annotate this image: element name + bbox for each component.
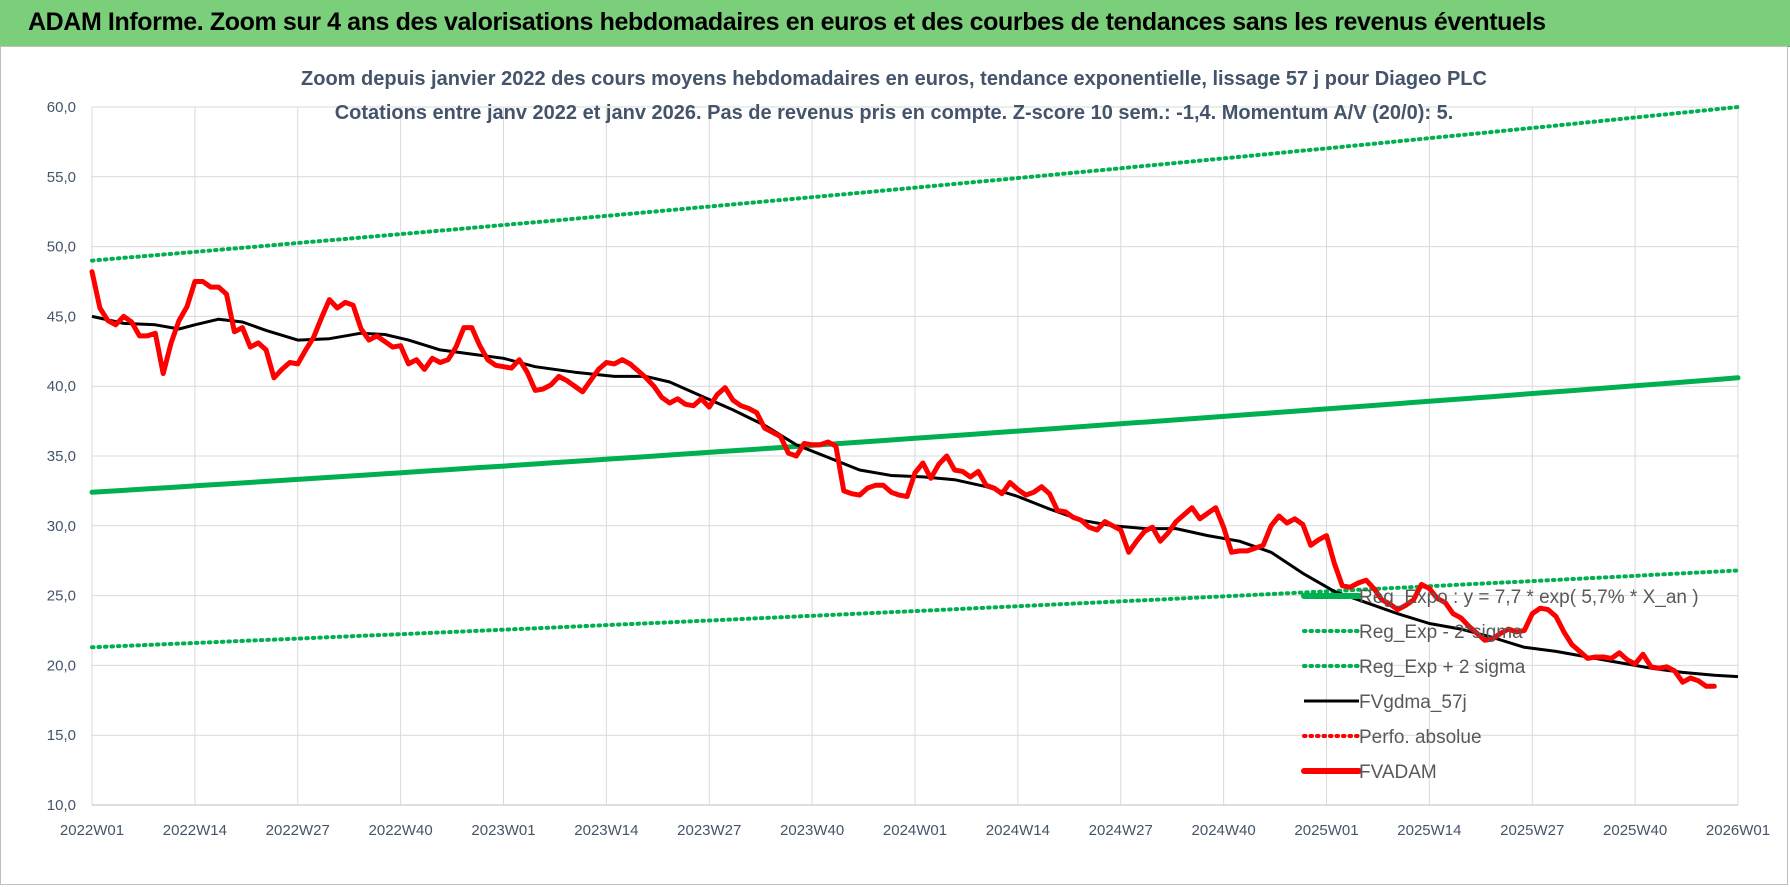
- legend-label: Perfo. absolue: [1359, 727, 1482, 748]
- y-tick-label: 35,0: [47, 448, 76, 465]
- legend-label: Reg_Expo : y = 7,7 * exp( 5,7% * X_an ): [1359, 587, 1699, 608]
- x-tick-label: 2022W01: [60, 822, 124, 839]
- series-line-0: [89, 375, 1741, 495]
- x-axis: 2022W01 2022W14 2022W27 2022W40 2023W01 2023W…: [60, 822, 1770, 839]
- chart-grid: [91, 106, 1739, 806]
- legend-label: FVADAM: [1359, 762, 1437, 783]
- x-tick-label: 2022W27: [266, 822, 330, 839]
- series-line-1: [90, 568, 1740, 650]
- x-tick-label: 2022W14: [163, 822, 227, 839]
- chart-frame: 10,0 15,0 20,0 25,0 30,0 35,0 40,0 45,0 50,0 55,0…: [0, 46, 1788, 885]
- series-line-3: [91, 314, 1739, 679]
- x-tick-label: 2024W40: [1192, 822, 1256, 839]
- legend-label: Reg_Exp - 2*sigma: [1359, 622, 1523, 643]
- legend: Reg_Expo : y = 7,7 * exp( 5,7% * X_an ) R…: [1301, 587, 1699, 783]
- series-line-5: [89, 269, 1717, 689]
- y-tick-label: 50,0: [47, 239, 76, 256]
- y-tick-label: 15,0: [47, 727, 76, 744]
- series-line-2: [90, 105, 1740, 263]
- x-tick-label: 2026W01: [1706, 822, 1770, 839]
- legend-label: FVgdma_57j: [1359, 692, 1467, 713]
- y-tick-label: 20,0: [47, 657, 76, 674]
- header-banner: ADAM Informe. Zoom sur 4 ans des valoris…: [0, 0, 1790, 47]
- x-tick-label: 2025W01: [1294, 822, 1358, 839]
- legend-label: Reg_Exp + 2 sigma: [1359, 657, 1526, 678]
- y-tick-label: 10,0: [47, 797, 76, 814]
- series-layer: [89, 105, 1741, 689]
- x-tick-label: 2023W14: [574, 822, 638, 839]
- y-tick-label: 60,0: [47, 99, 76, 116]
- x-tick-label: 2024W01: [883, 822, 947, 839]
- x-tick-label: 2023W01: [471, 822, 535, 839]
- x-tick-label: 2025W40: [1603, 822, 1667, 839]
- chart-title: Zoom depuis janvier 2022 des cours moyen…: [301, 68, 1487, 90]
- x-tick-label: 2024W14: [986, 822, 1050, 839]
- chart: 10,0 15,0 20,0 25,0 30,0 35,0 40,0 45,0 50,0 55,0…: [47, 68, 1770, 839]
- y-tick-label: 45,0: [47, 308, 76, 325]
- y-tick-label: 55,0: [47, 169, 76, 186]
- x-tick-label: 2025W27: [1500, 822, 1564, 839]
- x-tick-label: 2024W27: [1089, 822, 1153, 839]
- x-tick-label: 2022W40: [369, 822, 433, 839]
- x-tick-label: 2023W27: [677, 822, 741, 839]
- y-tick-label: 40,0: [47, 378, 76, 395]
- x-tick-label: 2023W40: [780, 822, 844, 839]
- y-tick-label: 25,0: [47, 588, 76, 605]
- y-axis: 10,0 15,0 20,0 25,0 30,0 35,0 40,0 45,0 50,0 55,0…: [47, 99, 76, 814]
- y-tick-label: 30,0: [47, 518, 76, 535]
- report-title: ADAM Informe. Zoom sur 4 ans des valoris…: [28, 8, 1546, 36]
- chart-subtitle: Cotations entre janv 2022 et janv 2026. …: [335, 102, 1454, 124]
- x-tick-label: 2025W14: [1397, 822, 1461, 839]
